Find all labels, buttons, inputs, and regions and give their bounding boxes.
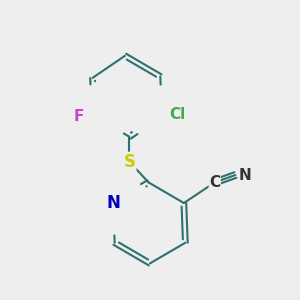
Text: Cl: Cl bbox=[169, 107, 185, 122]
Text: F: F bbox=[74, 109, 84, 124]
Text: C: C bbox=[209, 175, 220, 190]
Text: N: N bbox=[106, 194, 120, 212]
Text: S: S bbox=[123, 153, 135, 171]
Text: N: N bbox=[238, 167, 251, 182]
